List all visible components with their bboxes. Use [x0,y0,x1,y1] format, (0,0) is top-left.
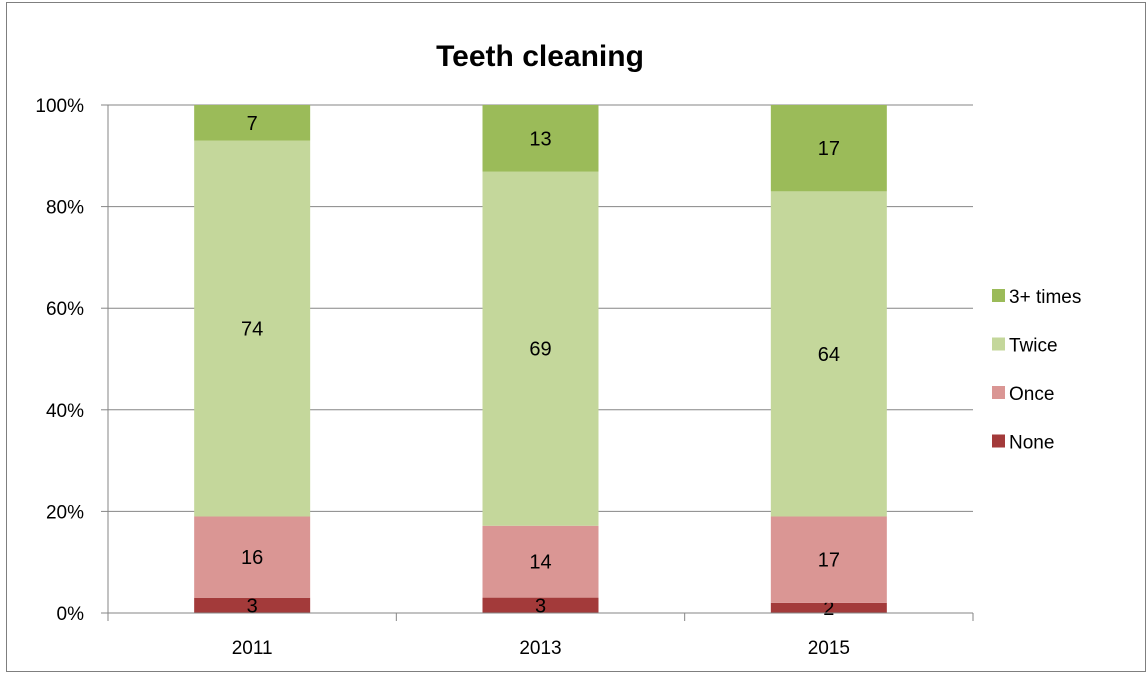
bar-segment [770,516,887,603]
bar-segment [770,105,887,192]
data-label: 14 [529,552,551,574]
y-tick-label: 100% [35,96,84,117]
x-tick-label: 2015 [808,638,850,659]
bar-segment [770,191,887,517]
data-label: 13 [529,128,551,150]
legend: 3+ times Twice Once None [992,287,1081,454]
x-tick-label: 2013 [519,638,561,659]
data-label: 16 [241,547,263,569]
bar-segment [194,597,311,613]
chart-title: Teeth cleaning [436,40,644,73]
bar-segment [482,171,599,526]
legend-label: Once [1009,384,1054,405]
legend-swatch [992,434,1005,448]
data-label: 69 [529,339,551,361]
y-tick-label: 40% [46,401,84,422]
bar-segment [482,105,599,172]
data-label: 3 [247,595,258,617]
bars: 3 16 74 7 3 14 69 13 2 17 64 17 [194,105,887,620]
data-label: 2 [823,598,834,620]
data-label: 64 [818,344,840,366]
y-tick-label: 0% [57,604,85,625]
bar-segment [194,516,311,598]
bar-segment [482,525,599,598]
data-label: 3 [535,595,546,617]
data-label: 74 [241,319,263,341]
y-tick-label: 60% [46,299,84,320]
data-label: 17 [818,550,840,572]
legend-label: 3+ times [1009,287,1081,308]
bar-segment [194,140,311,517]
legend-swatch [992,337,1005,351]
y-tick-label: 20% [46,502,84,523]
bar-segment [482,597,599,613]
legend-label: Twice [1009,336,1058,357]
y-tick-label: 80% [46,198,84,219]
bar-segment [194,105,311,141]
axes: 0% 20% 40% 60% 80% 100% 2011 2013 2015 [35,96,974,659]
legend-label: None [1009,433,1054,454]
data-label: 17 [818,138,840,160]
bar-segment [770,602,887,613]
legend-swatch [992,386,1005,399]
data-label: 7 [247,113,258,135]
x-tick-label: 2011 [232,638,273,659]
legend-swatch [992,289,1005,302]
